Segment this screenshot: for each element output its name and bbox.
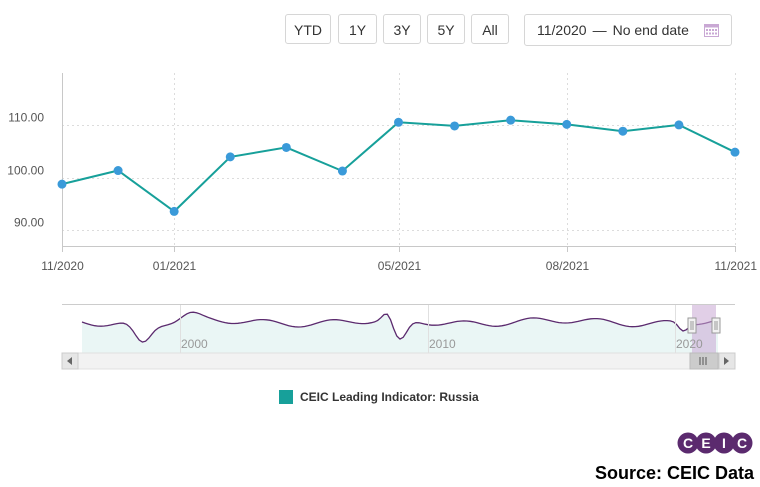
scrollbar-thumb[interactable] [689,352,719,370]
chart-legend[interactable]: CEIC Leading Indicator: Russia [279,390,479,404]
series-points [57,115,740,216]
x-axis-ticks: 11/2020 01/2021 05/2021 08/2021 11/2021 [41,246,757,273]
navigator-label-2000: 2000 [181,337,208,351]
logo-letter: C [683,435,693,451]
legend-swatch [279,390,293,404]
navigator-label-2020: 2020 [676,337,703,351]
data-point[interactable] [394,117,403,127]
date-range-separator: — [592,22,607,38]
range-button-5y[interactable]: 5Y [427,14,465,44]
logo-circle [677,432,699,454]
navigator-handle-right[interactable] [711,317,721,334]
data-point[interactable] [618,126,628,136]
y-axis-ticks: 90.00 100.00 110.00 [7,111,44,230]
logo-letter: E [701,435,710,451]
range-button-3y[interactable]: 3Y [383,14,421,44]
x-tick-label: 08/2021 [546,259,590,273]
calendar-icon[interactable] [704,23,719,37]
data-point[interactable] [113,166,123,176]
data-point[interactable] [730,147,740,157]
navigator[interactable]: 2000 2010 2020 [0,298,760,378]
navigator-area [82,312,718,353]
data-point[interactable] [281,142,291,152]
x-tick-label: 01/2021 [153,259,197,273]
y-tick-label: 110.00 [8,111,44,125]
logo-circle [695,432,717,454]
data-point[interactable] [562,119,572,129]
range-button-1y[interactable]: 1Y [338,14,377,44]
data-point[interactable] [674,120,684,130]
series-line [61,119,736,213]
scroll-left-button[interactable] [61,352,79,370]
navigator-label-2010: 2010 [429,337,456,351]
source-text: Source: CEIC Data [594,463,754,483]
data-point[interactable] [225,152,235,162]
data-point[interactable] [169,206,179,216]
logo-letter: I [722,435,726,451]
range-button-all[interactable]: All [471,14,509,44]
main-chart: 90.00 100.00 110.00 11/2020 01/2021 05/2021 0… [7,73,757,273]
logo-circle [713,432,735,454]
chart-grid [62,73,736,246]
legend-label: CEIC Leading Indicator: Russia [300,390,479,404]
logo-letter: C [737,435,747,451]
x-tick-label: 05/2021 [378,259,422,273]
logo-circle [731,432,753,454]
date-range-end: No end date [612,22,689,38]
data-point[interactable] [57,179,67,189]
date-range-start: 11/2020 [537,22,587,38]
scroll-right-button[interactable] [718,352,736,370]
data-point[interactable] [450,121,460,131]
y-tick-label: 90.00 [14,216,44,230]
navigator-handle-left[interactable] [687,317,697,334]
data-point[interactable] [337,166,347,176]
x-tick-label: 11/2020 [41,259,84,273]
range-button-ytd[interactable]: YTD [285,14,331,44]
data-point[interactable] [506,115,516,125]
date-range-picker[interactable]: 11/2020 — No end date [524,14,732,46]
scrollbar-track[interactable] [61,352,736,370]
navigator-line [81,311,719,343]
x-tick-label: 11/2021 [715,259,758,273]
y-tick-label: 100.00 [7,164,44,178]
